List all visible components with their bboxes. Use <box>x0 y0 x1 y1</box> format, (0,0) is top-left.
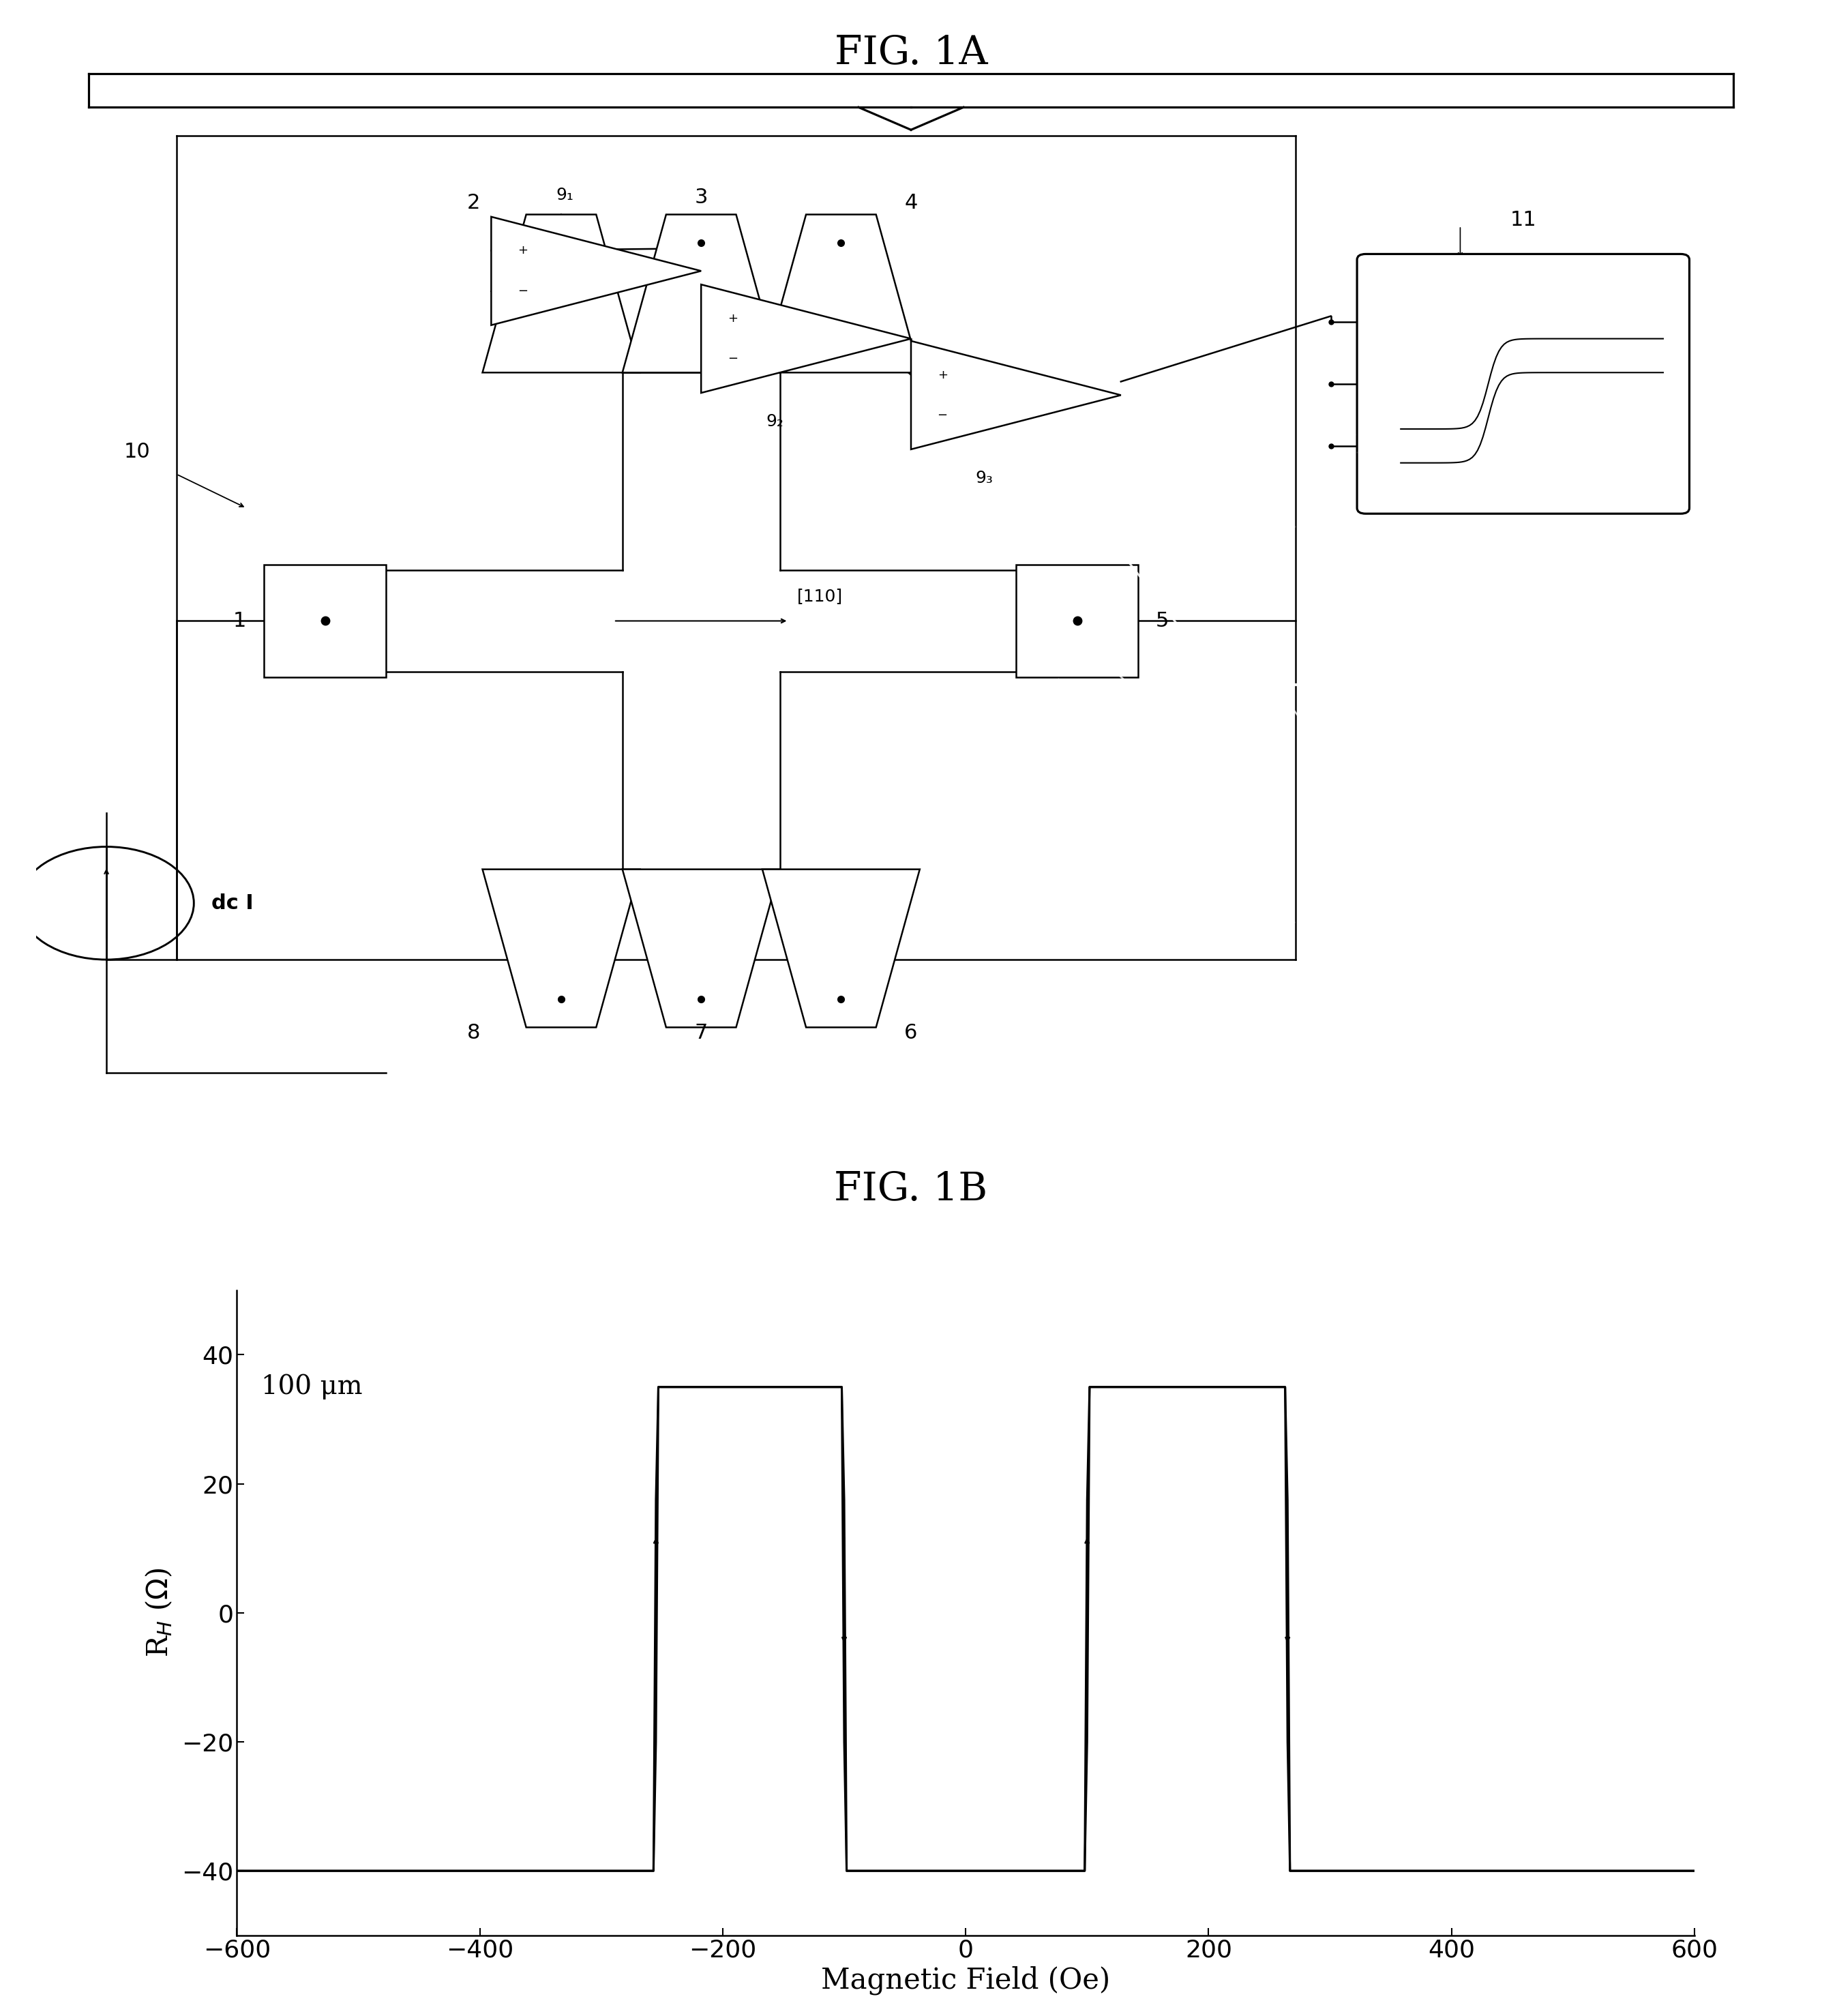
Text: −: − <box>937 409 947 421</box>
Polygon shape <box>623 869 780 1028</box>
Bar <box>386 571 1017 671</box>
Text: +: + <box>937 369 947 381</box>
Text: 10μm: 10μm <box>1465 939 1487 946</box>
Text: FIG. 1B: FIG. 1B <box>834 1171 988 1208</box>
Polygon shape <box>483 869 640 1028</box>
Bar <box>264 564 386 677</box>
Text: −: − <box>727 353 738 365</box>
Text: [110]: [110] <box>798 587 844 605</box>
Text: 6: 6 <box>904 1022 918 1042</box>
Text: 1: 1 <box>233 611 246 631</box>
Bar <box>1017 564 1139 677</box>
Text: 10: 10 <box>124 442 151 462</box>
Text: 100 μm: 100 μm <box>261 1375 363 1399</box>
Text: 8: 8 <box>466 1022 481 1042</box>
Text: −: − <box>517 284 528 298</box>
Text: +: + <box>517 244 528 256</box>
Text: 4: 4 <box>904 194 918 214</box>
Text: 11: 11 <box>1510 210 1536 230</box>
Polygon shape <box>762 869 920 1028</box>
Y-axis label: R$_H$ ($\Omega$): R$_H$ ($\Omega$) <box>144 1568 173 1657</box>
Bar <box>623 373 780 869</box>
Polygon shape <box>911 341 1121 450</box>
Polygon shape <box>701 284 911 393</box>
Text: 7: 7 <box>694 1022 707 1042</box>
Polygon shape <box>483 214 640 373</box>
Text: 2: 2 <box>466 194 481 214</box>
Text: FIG. 1A: FIG. 1A <box>834 34 988 73</box>
Text: 3: 3 <box>694 187 707 208</box>
Text: 9₁: 9₁ <box>556 187 574 204</box>
Text: 5: 5 <box>1155 611 1170 631</box>
X-axis label: Magnetic Field (Oe): Magnetic Field (Oe) <box>822 1966 1110 1994</box>
Polygon shape <box>492 218 701 325</box>
Text: dc I: dc I <box>211 893 253 913</box>
Text: 9₃: 9₃ <box>975 470 993 486</box>
Text: +: + <box>727 312 738 325</box>
Text: CIT  40KV    X400  12mm: CIT 40KV X400 12mm <box>1035 937 1146 946</box>
Polygon shape <box>623 214 780 373</box>
Text: 9₂: 9₂ <box>765 413 783 429</box>
Polygon shape <box>762 214 920 373</box>
FancyBboxPatch shape <box>1357 254 1689 514</box>
